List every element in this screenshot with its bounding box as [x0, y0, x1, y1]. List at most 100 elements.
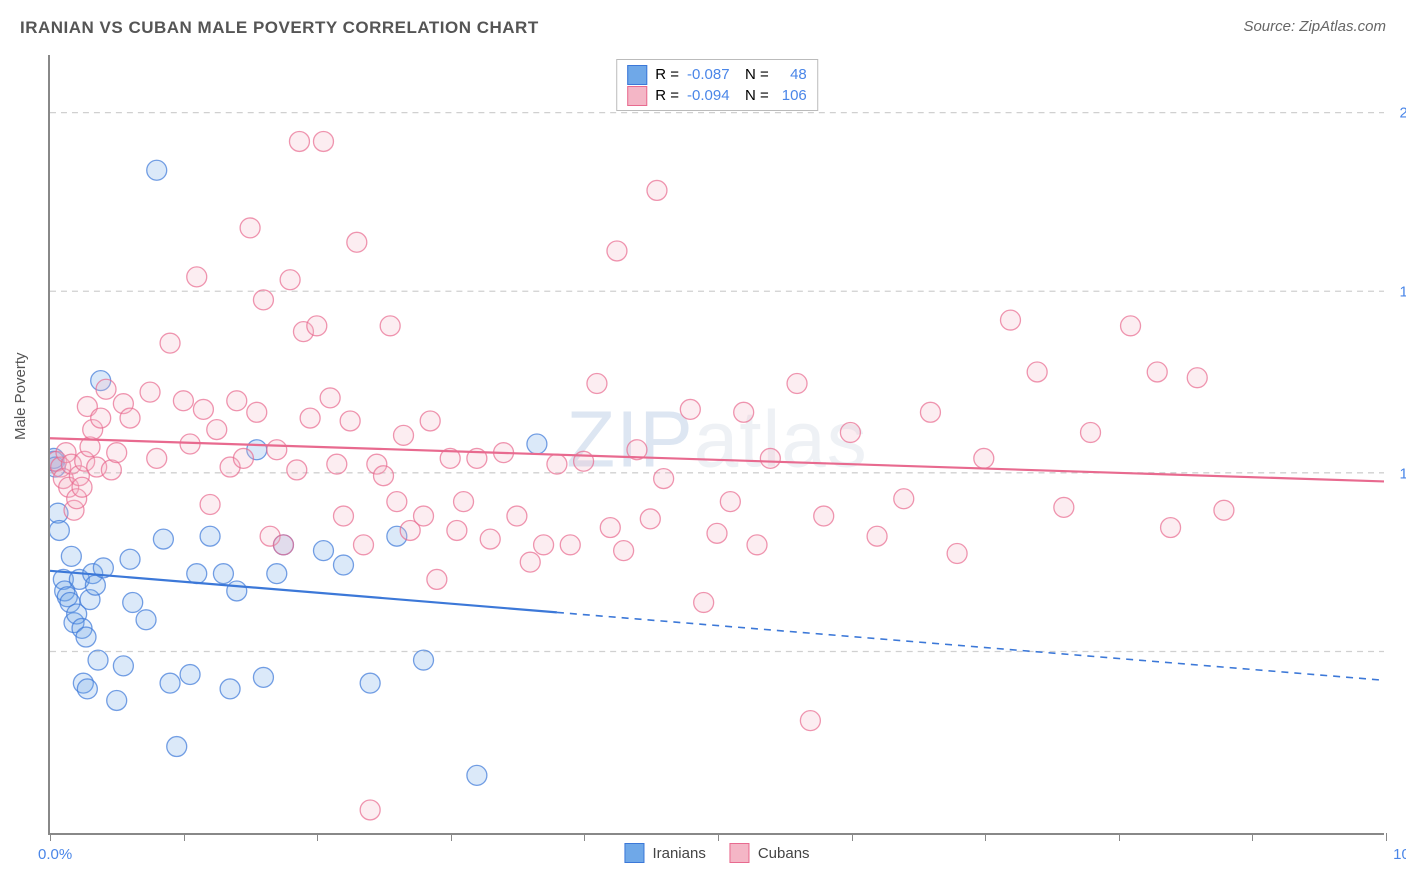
data-point — [136, 610, 156, 630]
data-point — [153, 529, 173, 549]
data-point — [107, 690, 127, 710]
data-point — [247, 402, 267, 422]
data-point — [720, 492, 740, 512]
data-point — [734, 402, 754, 422]
data-point — [414, 650, 434, 670]
x-tick — [184, 833, 185, 841]
y-tick-label: 6.3% — [1388, 645, 1406, 662]
stats-r-cubans: -0.094 — [687, 85, 737, 106]
data-point — [313, 541, 333, 561]
data-point — [680, 399, 700, 419]
data-point — [340, 411, 360, 431]
legend-item-iranians[interactable]: Iranians — [624, 843, 705, 863]
data-point — [320, 388, 340, 408]
data-point — [313, 131, 333, 151]
data-point — [707, 523, 727, 543]
data-point — [800, 711, 820, 731]
data-point — [1081, 422, 1101, 442]
data-point — [614, 541, 634, 561]
data-point — [187, 564, 207, 584]
data-point — [360, 673, 380, 693]
data-point — [1187, 368, 1207, 388]
data-point — [654, 469, 674, 489]
data-point — [72, 477, 92, 497]
data-point — [147, 448, 167, 468]
data-point — [227, 391, 247, 411]
data-point — [160, 673, 180, 693]
data-point — [220, 679, 240, 699]
y-axis-label: Male Poverty — [12, 352, 29, 440]
stats-row-cubans: R = -0.094 N = 106 — [627, 85, 807, 106]
data-point — [173, 391, 193, 411]
plot-area: ZIPatlas R = -0.087 N = 48 R = -0.094 N … — [48, 55, 1384, 835]
data-point — [1161, 518, 1181, 538]
data-point — [947, 544, 967, 564]
data-point — [840, 422, 860, 442]
x-tick — [317, 833, 318, 841]
data-point — [200, 495, 220, 515]
data-point — [307, 316, 327, 336]
data-point — [894, 489, 914, 509]
data-point — [454, 492, 474, 512]
stats-r-label: R = — [655, 64, 679, 85]
data-point — [587, 374, 607, 394]
stats-n-cubans: 106 — [777, 85, 807, 106]
source-attribution: Source: ZipAtlas.com — [1243, 18, 1386, 35]
data-point — [374, 466, 394, 486]
data-point — [1147, 362, 1167, 382]
data-point — [267, 440, 287, 460]
data-point — [394, 425, 414, 445]
x-tick — [1119, 833, 1120, 841]
data-point — [867, 526, 887, 546]
data-point — [647, 180, 667, 200]
x-tick — [451, 833, 452, 841]
x-axis-min-label: 0.0% — [38, 846, 72, 863]
data-point — [333, 555, 353, 575]
data-point — [213, 564, 233, 584]
data-point — [447, 520, 467, 540]
x-tick — [1252, 833, 1253, 841]
data-point — [240, 218, 260, 238]
data-point — [253, 667, 273, 687]
data-point — [527, 434, 547, 454]
data-point — [787, 374, 807, 394]
data-point — [414, 506, 434, 526]
data-point — [1027, 362, 1047, 382]
data-point — [327, 454, 347, 474]
x-tick — [852, 833, 853, 841]
data-point — [160, 333, 180, 353]
stats-r-label: R = — [655, 85, 679, 106]
data-point — [347, 232, 367, 252]
data-point — [207, 420, 227, 440]
data-point — [480, 529, 500, 549]
data-point — [747, 535, 767, 555]
data-point — [289, 131, 309, 151]
data-point — [76, 627, 96, 647]
stats-n-iranians: 48 — [777, 64, 807, 85]
data-point — [200, 526, 220, 546]
data-point — [280, 270, 300, 290]
data-point — [253, 290, 273, 310]
data-point — [1121, 316, 1141, 336]
stats-box: R = -0.087 N = 48 R = -0.094 N = 106 — [616, 59, 818, 111]
data-point — [1214, 500, 1234, 520]
data-point — [233, 448, 253, 468]
data-point — [420, 411, 440, 431]
stats-row-iranians: R = -0.087 N = 48 — [627, 64, 807, 85]
data-point — [180, 665, 200, 685]
data-point — [1000, 310, 1020, 330]
data-point — [607, 241, 627, 261]
trend-line-dashed — [557, 612, 1384, 680]
y-tick-label: 18.8% — [1388, 283, 1406, 300]
legend-item-cubans[interactable]: Cubans — [730, 843, 810, 863]
x-tick — [584, 833, 585, 841]
data-point — [167, 737, 187, 757]
x-tick — [50, 833, 51, 841]
data-point — [120, 549, 140, 569]
legend-label-iranians: Iranians — [652, 845, 705, 862]
data-point — [1054, 497, 1074, 517]
data-point — [140, 382, 160, 402]
data-point — [300, 408, 320, 428]
data-point — [520, 552, 540, 572]
legend-label-cubans: Cubans — [758, 845, 810, 862]
